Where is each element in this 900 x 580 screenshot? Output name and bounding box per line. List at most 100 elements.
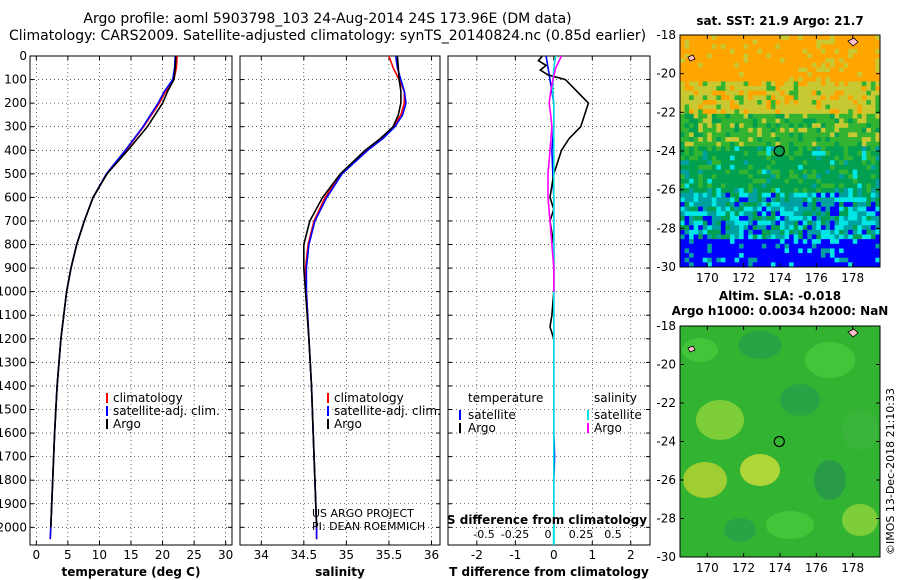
sst-cell: [816, 76, 822, 82]
sst-cell: [752, 160, 758, 166]
sst-cell: [748, 262, 754, 268]
sst-cell: [770, 48, 776, 54]
sst-cell: [689, 81, 695, 87]
sst-cell: [789, 90, 795, 96]
sst-cell: [839, 262, 845, 268]
sst-cell: [707, 169, 713, 175]
sst-cell: [875, 225, 881, 231]
sst-cell: [789, 234, 795, 240]
sst-cell: [839, 67, 845, 73]
sst-cell: [866, 39, 872, 45]
sst-cell: [720, 35, 726, 41]
sst-cell: [780, 215, 785, 221]
sst-cell: [839, 225, 845, 231]
sst-cell: [720, 146, 726, 152]
sst-cell: [852, 151, 858, 157]
sst-cell: [852, 257, 858, 263]
map-x-tick-label: 174: [769, 271, 792, 285]
sst-cell: [684, 243, 690, 249]
sst-cell: [789, 44, 795, 50]
sst-cell: [789, 62, 795, 68]
sst-cell: [875, 113, 881, 119]
sst-cell: [775, 229, 781, 235]
sst-cell: [766, 202, 772, 208]
sst-cell: [839, 35, 845, 41]
sst-cell: [720, 113, 726, 119]
sst-cell: [775, 257, 781, 263]
sst-cell: [698, 113, 704, 119]
sst-cell: [720, 104, 726, 110]
sst-cell: [861, 118, 867, 124]
sst-cell: [748, 239, 754, 245]
sst-cell: [725, 67, 731, 73]
sst-cell: [689, 229, 695, 235]
sst-cell: [739, 95, 745, 101]
x-tick-label: 15: [123, 548, 138, 562]
sst-cell: [793, 239, 799, 245]
sst-cell: [775, 253, 781, 259]
sst-cell: [816, 243, 822, 249]
sst-cell: [816, 151, 822, 157]
sst-cell: [811, 225, 817, 231]
sst-cell: [834, 192, 840, 198]
sst-cell: [730, 215, 735, 221]
sst-cell: [743, 127, 749, 133]
sst-cell: [702, 225, 708, 231]
sst-cell: [857, 104, 863, 110]
sst-cell: [766, 197, 772, 203]
sst-cell: [789, 137, 795, 143]
sst-cell: [825, 151, 831, 157]
sst-cell: [857, 174, 863, 180]
sst-cell: [716, 169, 722, 175]
sst-cell: [848, 183, 854, 189]
sst-cell: [811, 76, 817, 82]
sst-cell: [757, 58, 763, 64]
sst-cell: [834, 197, 840, 203]
sst-cell: [816, 155, 822, 161]
sst-cell: [857, 113, 863, 119]
sst-cell: [689, 141, 695, 147]
sst-cell: [684, 239, 690, 245]
sst-cell: [743, 86, 749, 92]
sst-cell: [770, 211, 776, 217]
sst-cell: [766, 239, 772, 245]
sst-cell: [857, 86, 863, 92]
sst-cell: [857, 160, 863, 166]
sst-cell: [784, 229, 790, 235]
sst-cell: [702, 164, 708, 170]
sst-cell: [739, 72, 745, 78]
sst-cell: [684, 104, 690, 110]
sst-cell: [730, 141, 735, 147]
sst-cell: [684, 109, 690, 115]
sst-cell: [820, 211, 826, 217]
sst-cell: [766, 127, 772, 133]
sst-cell: [734, 44, 740, 50]
sst-cell: [875, 229, 881, 235]
sst-cell: [816, 262, 822, 268]
sst-cell: [830, 72, 835, 78]
sst-cell: [734, 72, 740, 78]
sst-cell: [866, 146, 872, 152]
sst-cell: [802, 67, 808, 73]
x-tick-label: 1: [588, 548, 596, 562]
legend-label: satellite: [468, 408, 516, 422]
sst-cell: [848, 248, 854, 254]
sst-cell: [707, 188, 713, 194]
sst-cell: [870, 67, 876, 73]
sst-cell: [852, 62, 858, 68]
sst-cell: [761, 53, 767, 59]
sst-cell: [866, 215, 872, 221]
sst-cell: [752, 229, 758, 235]
sst-cell: [734, 239, 740, 245]
sst-cell: [820, 118, 826, 124]
sst-cell: [811, 188, 817, 194]
sst-cell: [848, 35, 854, 41]
sst-cell: [684, 99, 690, 105]
sst-cell: [775, 164, 781, 170]
sst-cell: [716, 67, 722, 73]
sst-cell: [766, 123, 772, 129]
sst-cell: [834, 206, 840, 212]
sst-cell: [793, 220, 799, 226]
sst-cell: [711, 104, 717, 110]
sst-cell: [843, 137, 849, 143]
